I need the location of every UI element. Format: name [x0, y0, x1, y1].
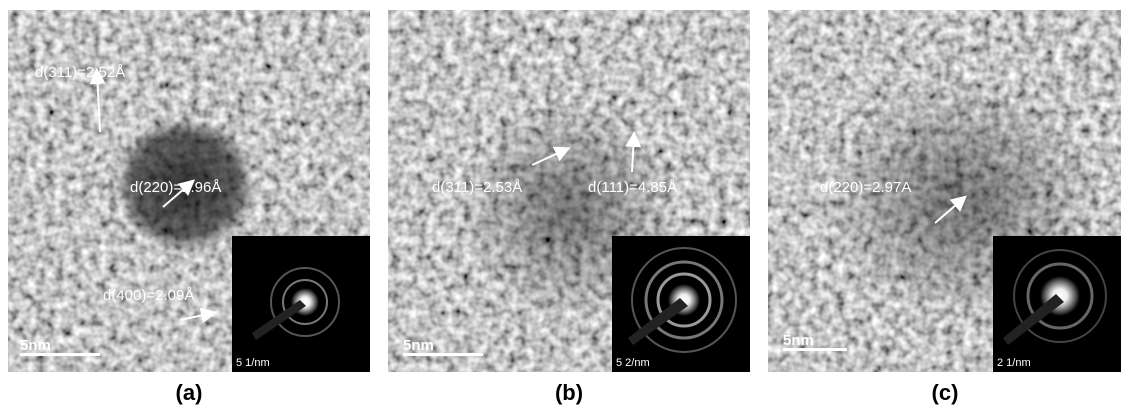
- annotation: d(220)=2.97A: [820, 179, 911, 196]
- arrow: [179, 307, 217, 324]
- scale-bar: [20, 353, 100, 356]
- annotation: d(311)=2.53Å: [432, 179, 522, 196]
- panel-b: d(311)=2.53Å d(111)=4.85Å 5nm 5 2/nm (b): [388, 10, 750, 405]
- inset-scale: 2 1/nm: [997, 357, 1031, 369]
- annotation: d(400)=2.09Å: [103, 287, 194, 304]
- annotation: d(111)=4.85Å: [588, 179, 677, 196]
- scale-bar: [403, 353, 483, 356]
- panel-c: d(220)=2.97A 5nm 2 1/nm (c): [768, 10, 1121, 405]
- scale-bar: [783, 348, 847, 351]
- arrow: [531, 146, 571, 166]
- panel-label: (c): [932, 380, 959, 405]
- annotation: d(311)=2.52Å: [35, 64, 125, 81]
- panel-label: (a): [176, 380, 203, 405]
- inset-scale: 5 1/nm: [236, 357, 270, 369]
- scale-bar-label: 5nm: [20, 337, 51, 354]
- scale-bar-label: 5nm: [403, 337, 434, 354]
- arrow: [625, 131, 642, 173]
- inset-scale: 5 2/nm: [616, 357, 650, 369]
- panel-a: d(311)=2.52Å d(220)=2.96Å d(400)=2.09Å 5…: [8, 10, 370, 405]
- annotation: d(220)=2.96Å: [130, 179, 221, 196]
- diffraction-inset: 5 1/nm: [232, 236, 370, 372]
- arrow: [89, 68, 106, 133]
- diffraction-inset: 5 2/nm: [612, 236, 750, 372]
- arrow: [162, 179, 196, 208]
- scale-bar-label: 5nm: [783, 332, 814, 349]
- arrow: [934, 195, 968, 224]
- panel-label: (b): [555, 380, 583, 405]
- diffraction-inset: 2 1/nm: [993, 236, 1121, 372]
